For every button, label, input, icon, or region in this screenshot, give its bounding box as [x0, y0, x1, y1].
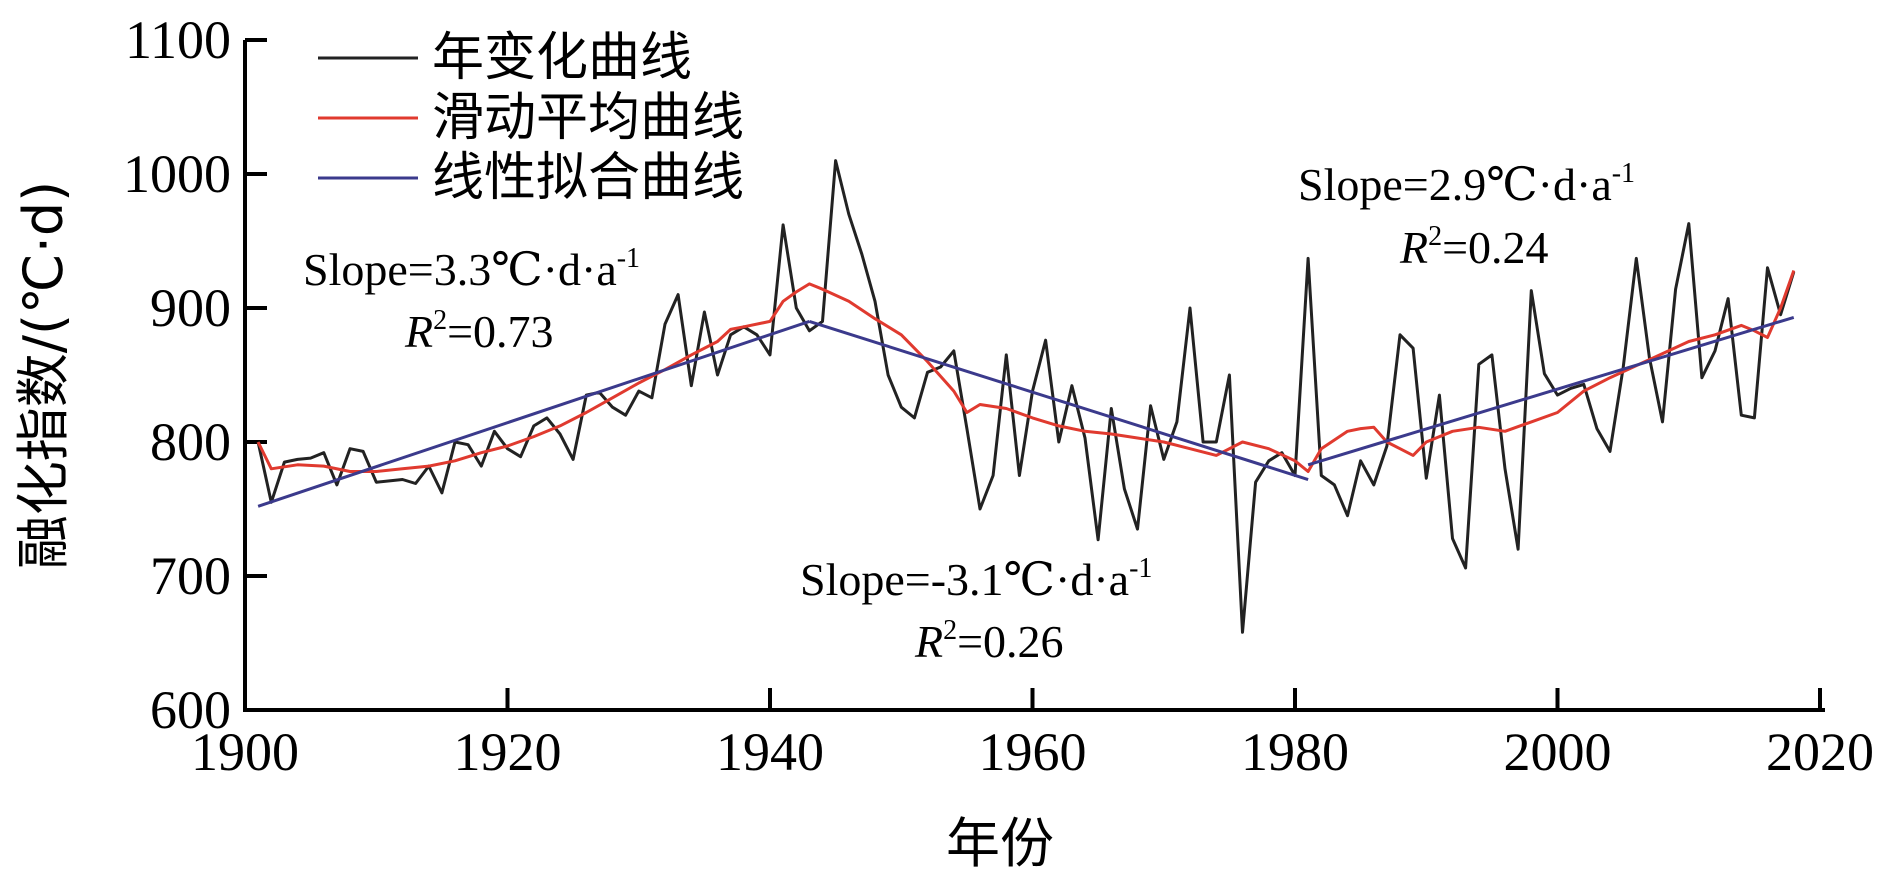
y-tick-label: 800: [150, 412, 231, 472]
annotation-2-slope: Slope=-3.1℃·d·a: [800, 554, 1129, 605]
x-tick-label: 1940: [716, 722, 824, 782]
annotation-2-r2-sup: 2: [943, 615, 957, 646]
annotation-1-slope-sup: -1: [617, 243, 640, 274]
y-tick-label: 900: [150, 278, 231, 338]
annotation-3-r2-symbol: R: [1399, 222, 1428, 273]
svg-text:R2=0.26: R2=0.26: [914, 615, 1064, 667]
annotation-1-slope: Slope=3.3℃·d·a: [303, 244, 617, 295]
legend-label-linear-fit: 线性拟合曲线: [432, 148, 744, 208]
x-tick-label: 2020: [1766, 722, 1874, 782]
svg-text:Slope=-3.1℃·d·a-1: Slope=-3.1℃·d·a-1: [800, 553, 1152, 605]
y-tick-label: 600: [150, 680, 231, 740]
annotation-1-r2-value: =0.73: [447, 306, 553, 357]
series-annual-line: [256, 159, 1796, 634]
annotation-2-r2-symbol: R: [914, 616, 943, 667]
annotation-period-1: Slope=3.3℃·d·a-1 R2=0.73: [303, 243, 640, 357]
annotation-3-slope: Slope=2.9℃·d·a: [1298, 159, 1612, 210]
annotation-period-2: Slope=-3.1℃·d·a-1 R2=0.26: [800, 553, 1152, 667]
x-tick-label: 2000: [1504, 722, 1612, 782]
x-tick-label: 1900: [191, 722, 299, 782]
x-tick-label: 1960: [979, 722, 1087, 782]
annotation-3-r2-sup: 2: [1428, 221, 1442, 252]
annotation-1-r2-symbol: R: [404, 306, 433, 357]
y-tick-label: 1000: [123, 144, 231, 204]
legend-label-annual: 年变化曲线: [432, 28, 692, 88]
y-tick-label: 1100: [125, 10, 231, 70]
annotation-period-3: Slope=2.9℃·d·a-1 R2=0.24: [1298, 158, 1635, 273]
annotation-3-slope-sup: -1: [1612, 158, 1635, 189]
y-axis-title: 融化指数/(℃·d): [12, 181, 75, 569]
annotation-2-r2-value: =0.26: [957, 616, 1063, 667]
svg-text:R2=0.24: R2=0.24: [1399, 221, 1549, 273]
series-moving-avg-line: [256, 270, 1796, 473]
svg-text:R2=0.73: R2=0.73: [404, 305, 554, 357]
x-tick-label: 1920: [454, 722, 562, 782]
annotation-2-slope-sup: -1: [1129, 553, 1152, 584]
linear-fit-segment-1: [257, 319, 810, 508]
x-axis-title: 年份: [946, 812, 1054, 875]
linear-fit-segment-2: [808, 319, 1309, 481]
y-tick-label: 700: [150, 546, 231, 606]
x-tick-label: 1980: [1241, 722, 1349, 782]
legend-label-moving-avg: 滑动平均曲线: [432, 88, 744, 148]
svg-text:Slope=3.3℃·d·a-1: Slope=3.3℃·d·a-1: [303, 243, 640, 295]
svg-text:Slope=2.9℃·d·a-1: Slope=2.9℃·d·a-1: [1298, 158, 1635, 210]
legend: 年变化曲线 滑动平均曲线 线性拟合曲线: [318, 28, 744, 208]
linear-fit-segment-3: [1307, 315, 1795, 467]
annotation-1-r2-sup: 2: [433, 305, 447, 336]
annotation-3-r2-value: =0.24: [1442, 222, 1548, 273]
